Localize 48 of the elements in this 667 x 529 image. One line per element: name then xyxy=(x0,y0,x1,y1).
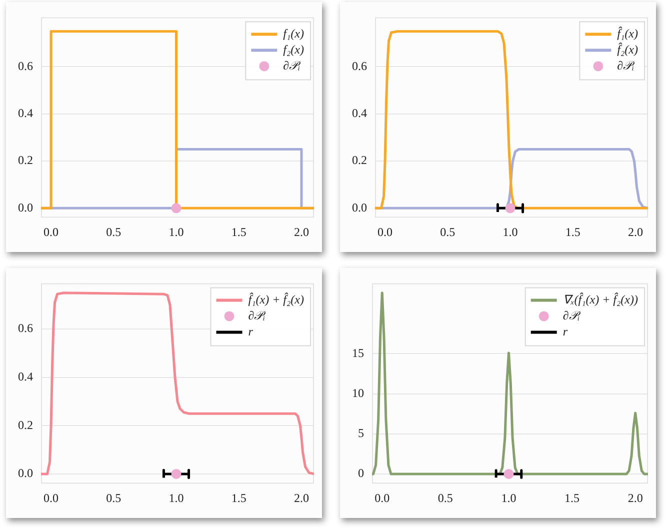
y-tick-label: 0 xyxy=(358,466,364,480)
x-tick-label: 0.5 xyxy=(438,490,453,505)
x-tick-label: 1.5 xyxy=(564,490,580,505)
y-tick-label: 5 xyxy=(358,426,364,440)
x-tick-label: 1.5 xyxy=(231,224,246,239)
y-tick-label: 0.4 xyxy=(18,106,33,120)
legend-label: ∂𝒫ᵢ xyxy=(562,308,581,322)
x-tick-label: 0.0 xyxy=(378,224,393,239)
x-tick-label: 0.0 xyxy=(44,490,59,505)
legend-label: ∂𝒫ᵢ xyxy=(617,58,636,72)
y-tick-label: 0.2 xyxy=(352,153,367,168)
y-tick-label: 0.2 xyxy=(18,153,33,168)
y-tick-label: 0.4 xyxy=(352,106,367,120)
x-tick-label: 0.0 xyxy=(44,224,59,239)
legend-label: f₂(x) xyxy=(283,42,304,56)
y-tick-label: 0.6 xyxy=(18,58,33,73)
legend-label: f̂₁(x) xyxy=(617,26,638,40)
y-tick-label: 0.6 xyxy=(352,58,367,73)
legend-label: f̂₁(x) + f̂₂(x) xyxy=(248,292,304,306)
x-tick-label: 2.0 xyxy=(628,224,643,239)
x-tick-label: 1.0 xyxy=(168,490,184,505)
x-tick-label: 1.0 xyxy=(502,224,518,239)
x-tick-label: 2.0 xyxy=(294,490,309,505)
x-tick-label: 1.5 xyxy=(565,224,580,239)
y-tick-label: 0.0 xyxy=(352,200,367,214)
x-tick-label: 0.5 xyxy=(106,490,122,505)
legend-label: r xyxy=(562,324,568,338)
x-tick-label: 0.5 xyxy=(440,224,456,239)
y-tick-label: 0.6 xyxy=(18,321,33,336)
y-tick-label: 10 xyxy=(352,386,364,400)
y-tick-label: 0.2 xyxy=(18,418,33,432)
x-tick-label: 1.5 xyxy=(231,490,246,505)
y-tick-label: 0.0 xyxy=(18,466,33,480)
legend-label: f̂₂(x) xyxy=(617,42,638,56)
x-tick-label: 0.5 xyxy=(106,224,122,239)
x-tick-label: 1.0 xyxy=(501,490,516,505)
x-tick-label: 2.0 xyxy=(628,490,643,505)
x-tick-label: 2.0 xyxy=(294,224,309,239)
legend-label: ∂𝒫ᵢ xyxy=(283,58,302,72)
legend-label: ∇ₓ(f̂₁(x) + f̂₂(x)) xyxy=(562,292,638,306)
x-tick-label: 0.0 xyxy=(374,490,390,505)
legend-label: r xyxy=(248,324,254,338)
y-tick-label: 0.4 xyxy=(18,370,33,384)
x-tick-label: 1.0 xyxy=(168,224,184,239)
legend-label: ∂𝒫ᵢ xyxy=(248,308,266,322)
y-tick-label: 15 xyxy=(352,346,364,360)
legend-label: f₁(x) xyxy=(283,26,304,40)
y-tick-label: 0.0 xyxy=(18,200,33,214)
